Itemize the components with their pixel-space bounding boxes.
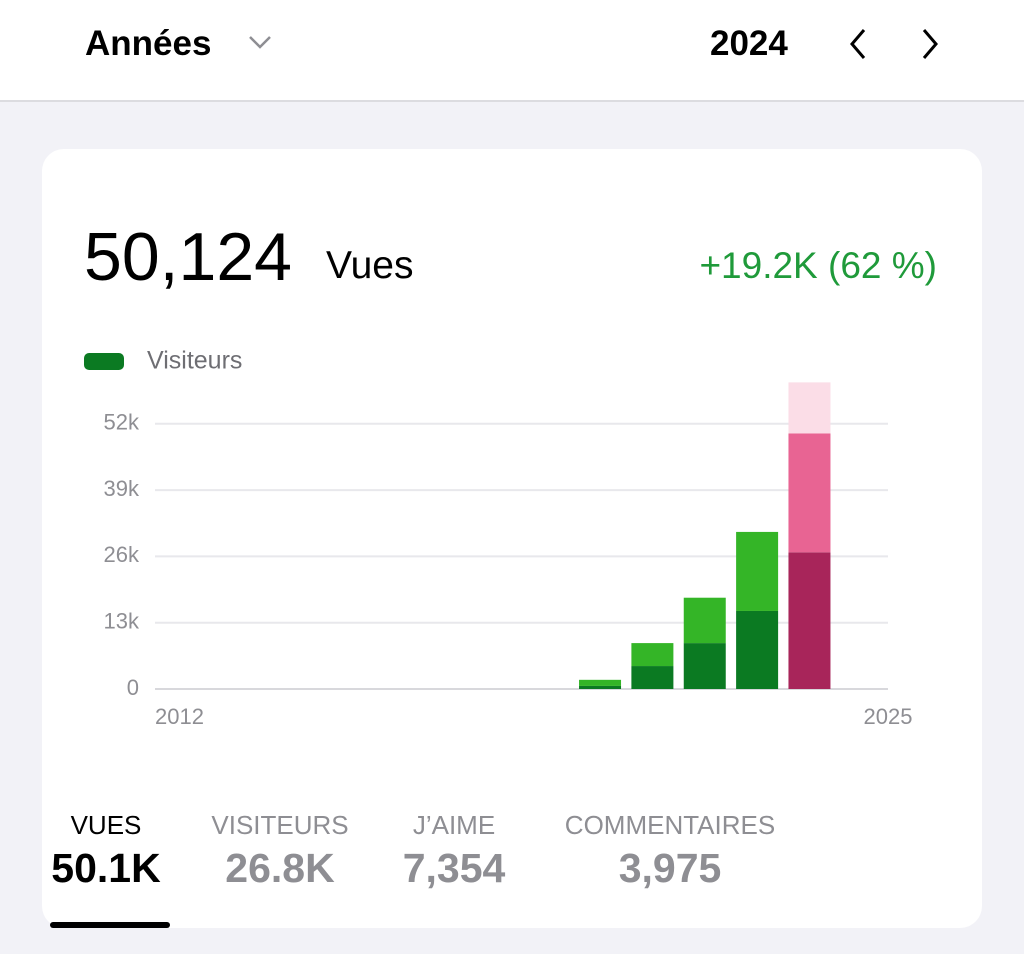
tab-value: 7,354	[402, 845, 506, 891]
selected-tab-indicator	[50, 922, 170, 928]
tab-label: VISITEURS	[211, 810, 349, 840]
y-tick-label: 26k	[104, 542, 140, 567]
stat-tab[interactable]: VISITEURS 26.8K	[211, 810, 348, 892]
bar-segment	[579, 679, 622, 686]
total-unit: Vues	[326, 244, 414, 287]
y-tick-label: 52k	[104, 410, 140, 435]
y-tick-label: 13k	[104, 609, 140, 634]
period-selector[interactable]: Années	[85, 24, 212, 63]
year: 2024	[710, 24, 788, 63]
tab-value: 50.1K	[51, 845, 161, 891]
dropdown-icon[interactable]	[248, 34, 272, 50]
legend-swatch	[84, 353, 124, 370]
y-tick-label: 0	[127, 675, 139, 700]
stat-tab[interactable]: VUES 50.1K	[51, 810, 160, 892]
change: +19.2K (62 %)	[699, 245, 937, 286]
bar-segment	[788, 552, 831, 689]
bar-segment	[631, 643, 674, 667]
bar-segment	[736, 531, 779, 611]
bar-segment	[788, 433, 831, 553]
top-bar: Années 2024	[0, 0, 1024, 102]
tab-label: COMMENTAIRES	[564, 810, 776, 840]
previous-button[interactable]	[848, 28, 868, 60]
bar-segment	[579, 685, 622, 689]
next-button[interactable]	[920, 28, 940, 60]
stat-tab[interactable]: COMMENTAIRES 3,975	[565, 810, 775, 892]
bar-segment	[631, 666, 674, 689]
total-views: 50,124	[84, 219, 292, 295]
bar-segment	[788, 382, 831, 434]
x-tick-label: 2012	[155, 704, 204, 729]
tab-label: J’AIME	[412, 810, 496, 840]
bar-segment	[683, 643, 726, 689]
tab-value: 3,975	[618, 845, 722, 891]
tab-value: 26.8K	[225, 845, 335, 891]
bar-segment	[683, 597, 726, 644]
tab-label: VUES	[70, 810, 142, 840]
y-tick-label: 39k	[104, 476, 140, 501]
stat-tab[interactable]: J’AIME 7,354	[403, 810, 506, 892]
legend-label: Visiteurs	[147, 347, 242, 375]
x-tick-label: 2025	[864, 704, 913, 729]
bar-segment	[736, 610, 779, 689]
